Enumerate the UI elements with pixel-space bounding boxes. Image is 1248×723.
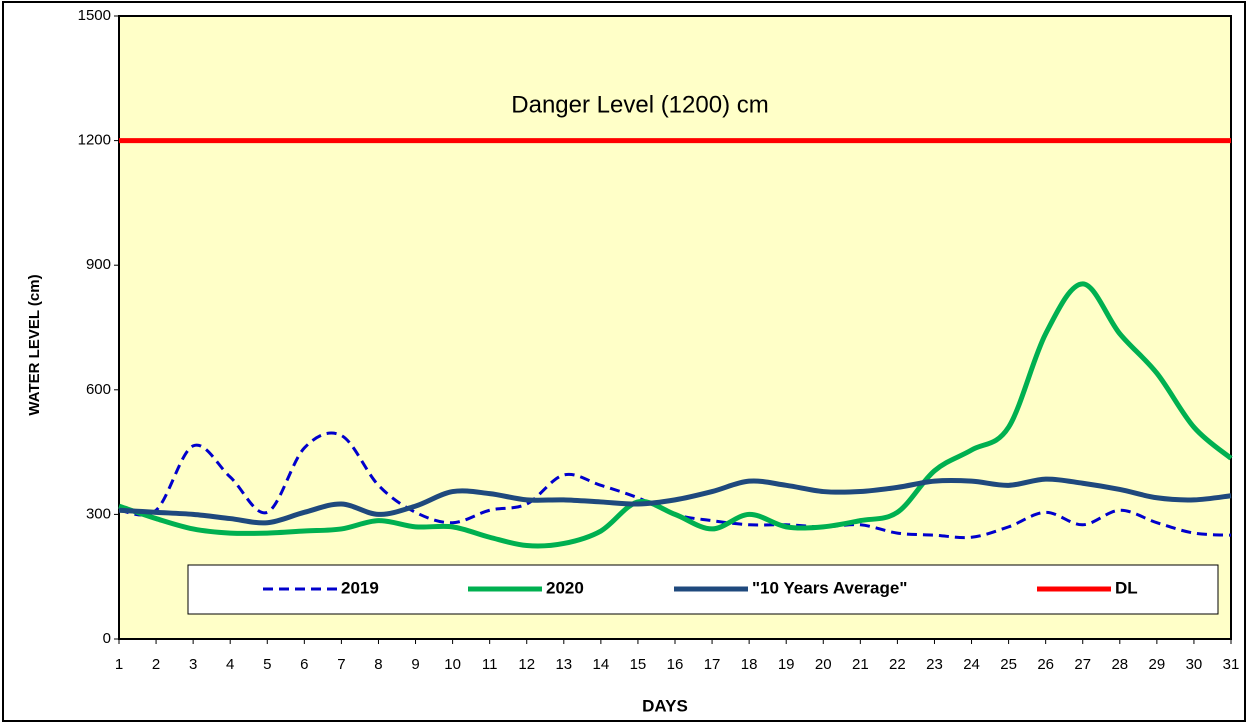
x-tick-label: 3 [189, 656, 197, 673]
y-tick-label: 1500 [78, 7, 111, 24]
x-tick-label: 11 [482, 656, 498, 673]
x-tick-label: 14 [593, 656, 610, 673]
x-tick-label: 4 [226, 656, 234, 673]
x-tick-label: 31 [1223, 656, 1240, 673]
x-tick-label: 13 [555, 656, 572, 673]
legend-label: 2019 [341, 578, 379, 597]
plot-area [118, 15, 1232, 640]
x-tick-label: 21 [852, 656, 869, 673]
x-tick-label: 20 [815, 656, 832, 673]
x-tick-label: 23 [926, 656, 943, 673]
x-tick-label: 18 [741, 656, 758, 673]
series-line [118, 476, 1232, 526]
x-tick-label: 25 [1000, 656, 1017, 673]
x-tick-label: 17 [704, 656, 721, 673]
legend-label: "10 Years Average" [752, 578, 907, 597]
x-axis-label: DAYS [642, 696, 688, 715]
x-tick-label: 22 [889, 656, 906, 673]
legend-label: DL [1115, 578, 1138, 597]
x-tick-label: 24 [963, 656, 980, 673]
x-tick-label: 9 [411, 656, 419, 673]
x-tick-label: 2 [152, 656, 160, 673]
x-tick-label: 1 [115, 656, 123, 673]
x-tick-label: 5 [263, 656, 271, 673]
annotation: Danger Level (1200) cm [511, 91, 768, 118]
x-tick-label: 7 [337, 656, 345, 673]
x-tick-label: 26 [1037, 656, 1054, 673]
y-tick-label: 0 [103, 630, 111, 647]
legend-label: 2020 [546, 578, 584, 597]
y-tick-label: 300 [86, 505, 111, 522]
x-tick-label: 8 [374, 656, 382, 673]
x-tick-label: 19 [778, 656, 795, 673]
x-tick-label: 15 [630, 656, 647, 673]
x-tick-label: 28 [1111, 656, 1128, 673]
x-tick-label: 29 [1149, 656, 1166, 673]
x-tick-label: 16 [667, 656, 684, 673]
x-tick-label: 27 [1074, 656, 1091, 673]
y-tick-label: 1200 [78, 132, 111, 149]
x-tick-label: 10 [444, 656, 461, 673]
x-tick-label: 6 [300, 656, 308, 673]
y-axis-label: WATER LEVEL (cm) [26, 274, 43, 415]
y-tick-label: 900 [86, 256, 111, 273]
series-line [118, 281, 1233, 549]
y-tick-label: 600 [86, 381, 111, 398]
x-tick-label: 30 [1186, 656, 1203, 673]
x-tick-label: 12 [518, 656, 535, 673]
